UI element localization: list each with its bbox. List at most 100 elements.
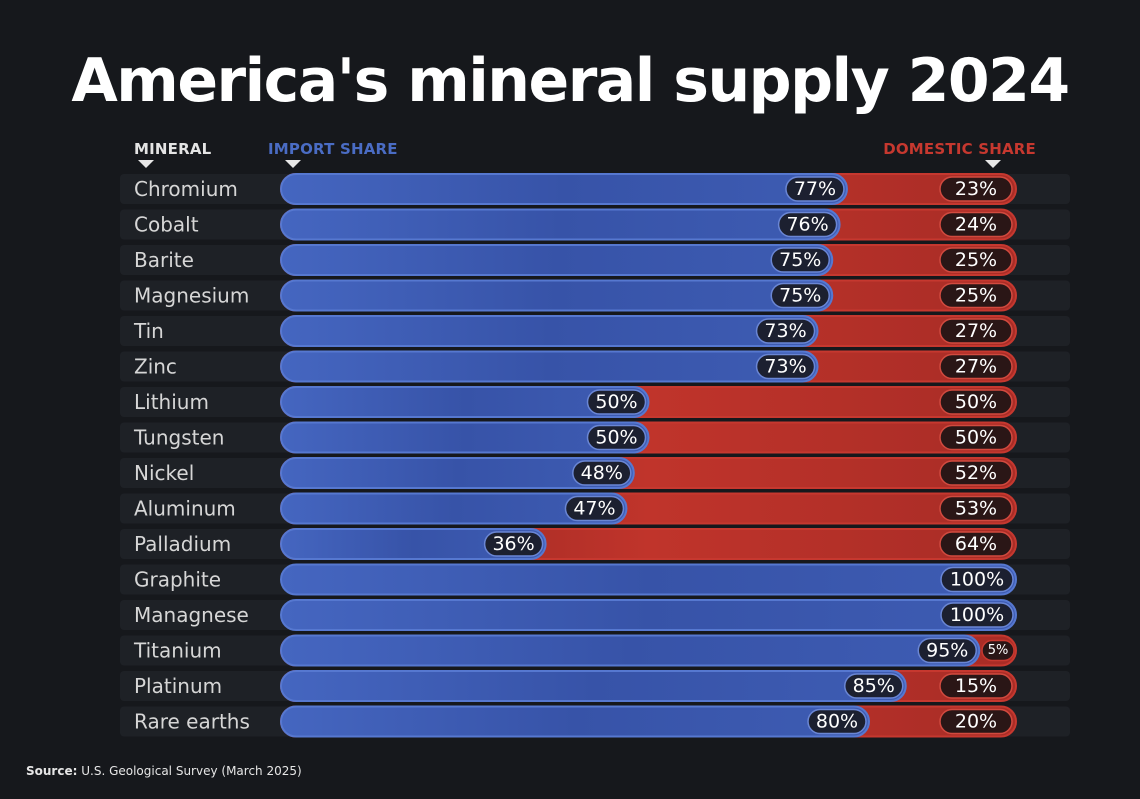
domestic-value-label: 20% [955,711,997,733]
import-value-pill [807,708,867,735]
import-value-label: 76% [786,214,828,236]
domestic-value-label: 5% [988,643,1009,658]
domestic-value-label: 23% [955,178,997,200]
source-text: U.S. Geological Survey (March 2025) [81,764,302,778]
import-value-label: 73% [764,356,806,378]
import-value-label: 50% [595,427,637,449]
import-value-label: 95% [926,640,968,662]
domestic-value-pill [939,247,1013,273]
domestic-value-label: 25% [955,249,997,271]
domestic-value-label: 50% [955,391,997,413]
domestic-value-pill [939,424,1013,451]
import-value-pill [777,211,838,238]
import-value-label: 47% [573,498,615,520]
domestic-value-pill [939,389,1013,415]
category-label: Lithium [134,390,209,414]
category-label: Barite [134,248,194,272]
category-label: Rare earths [134,710,250,734]
import-value-pill [940,566,1014,593]
import-value-pill [844,673,904,699]
domestic-value-pill [939,708,1013,735]
category-label: Zinc [134,355,177,379]
domestic-value-pill [939,495,1013,522]
import-value-pill [483,531,544,557]
category-label: Tin [133,319,164,343]
import-bar [280,634,981,667]
import-value-pill [785,176,845,202]
import-value-pill [586,424,647,451]
page-title: America's mineral supply 2024 [71,46,1070,116]
import-value-pill [564,495,625,522]
import-value-label: 100% [950,604,1004,626]
domestic-value-pill [939,318,1013,344]
import-bar [280,457,635,489]
import-bar [280,563,1017,596]
category-label: Tungsten [133,426,224,450]
source-note: Source: U.S. Geological Survey (March 20… [26,764,302,778]
mineral-column-header: MINERAL [134,140,212,158]
domestic-value-label: 64% [955,533,997,555]
domestic-value-label: 27% [955,356,997,378]
domestic-value-label: 25% [955,285,997,307]
import-bar [280,421,650,454]
import-value-label: 75% [779,285,821,307]
domestic-value-label: 50% [955,427,997,449]
domestic-arrow-icon [985,160,1001,168]
category-label: Chromium [134,177,238,201]
domestic-value-pill [981,639,1015,662]
import-bar [280,705,870,738]
import-value-label: 100% [950,569,1004,591]
import-value-label: 75% [779,249,821,271]
import-value-pill [755,318,816,344]
import-bar [280,350,819,383]
import-value-label: 73% [764,320,806,342]
domestic-value-pill [939,460,1013,486]
import-value-label: 36% [492,533,534,555]
import-value-label: 80% [816,711,858,733]
domestic-value-label: 52% [955,462,997,484]
import-value-label: 85% [853,675,895,697]
import-bar [280,670,907,702]
import-bar [280,386,650,418]
import-share-header: IMPORT SHARE [268,140,398,158]
category-label: Magnesium [134,284,249,308]
category-label: Titanium [133,639,222,663]
category-label: Graphite [134,568,221,592]
import-value-pill [586,389,647,415]
import-value-pill [572,460,632,486]
category-label: Palladium [134,532,231,556]
domestic-value-label: 53% [955,498,997,520]
import-bar [280,279,834,312]
import-value-pill [940,602,1014,628]
import-arrow-icon [285,160,301,168]
domestic-share-header: DOMESTIC SHARE [883,140,1036,158]
domestic-value-label: 27% [955,320,997,342]
domestic-value-pill [939,673,1013,699]
import-bar [280,244,834,276]
domestic-value-pill [939,353,1013,380]
import-bar [280,599,1017,631]
import-bar [280,528,547,560]
category-label: Platinum [134,674,222,698]
import-bar [280,208,841,241]
import-value-pill [770,247,830,273]
import-bar [280,492,628,525]
category-label: Cobalt [134,213,199,237]
domestic-value-label: 15% [955,675,997,697]
domestic-value-pill [939,211,1013,238]
category-label: Aluminum [134,497,236,521]
domestic-value-pill [939,176,1013,202]
import-value-pill [770,282,830,309]
domestic-value-pill [939,531,1013,557]
import-value-label: 50% [595,391,637,413]
import-value-pill [755,353,816,380]
source-label: Source: [26,764,78,778]
mineral-arrow-icon [138,160,154,168]
domestic-value-pill [939,282,1013,309]
import-value-pill [917,637,977,664]
import-value-label: 48% [581,462,623,484]
category-label: Nickel [134,461,194,485]
import-bar [280,173,848,205]
import-bar [280,315,819,347]
